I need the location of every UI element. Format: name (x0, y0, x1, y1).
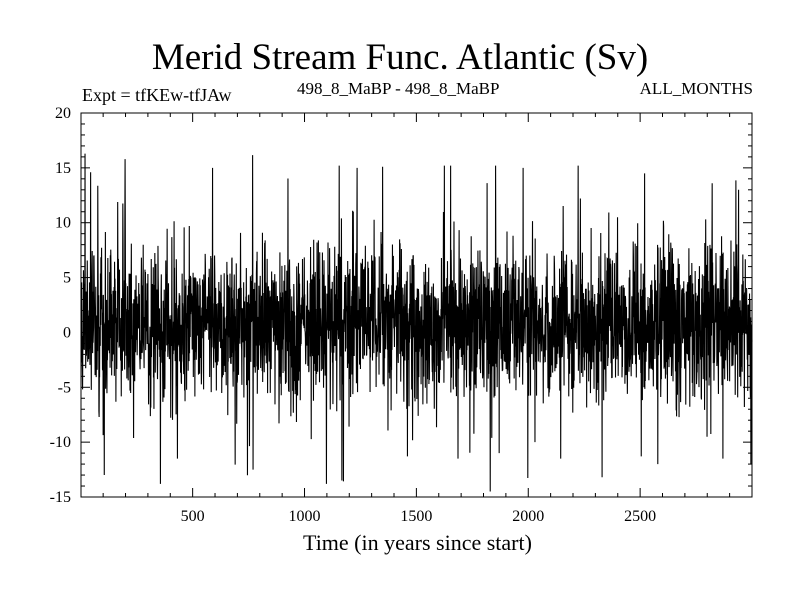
y-tick-label: -10 (50, 434, 71, 451)
x-tick-label: 1000 (289, 508, 321, 525)
x-tick-label: 2500 (624, 508, 656, 525)
series-layer (80, 153, 753, 492)
y-tick-label: 10 (55, 215, 71, 232)
y-tick-label: -5 (58, 379, 71, 396)
y-tick-label: 5 (63, 270, 71, 287)
y-tick-label: 0 (63, 324, 71, 341)
tick-layer (81, 112, 752, 498)
series-line (80, 153, 753, 492)
y-tick-label: -15 (50, 489, 71, 506)
x-tick-label: 2000 (512, 508, 544, 525)
chart-title: Merid Stream Func. Atlantic (Sv) (151, 37, 649, 78)
experiment-label: Expt = tfKEw-tfJAw (82, 85, 232, 105)
y-tick-label: 15 (55, 160, 71, 177)
period-label: 498_8_MaBP - 498_8_MaBP (297, 79, 500, 98)
x-tick-label: 1500 (400, 508, 432, 525)
season-label: ALL_MONTHS (639, 79, 753, 98)
tick-label-layer: -15 -10 -5 0 5 10 15 20 500 1000 1500 2000 2500 (50, 105, 656, 525)
y-tick-label: 20 (55, 105, 71, 122)
plot-frame (80, 112, 753, 498)
x-tick-label: 500 (181, 508, 205, 525)
x-axis-label: Time (in years since start) (303, 530, 532, 555)
